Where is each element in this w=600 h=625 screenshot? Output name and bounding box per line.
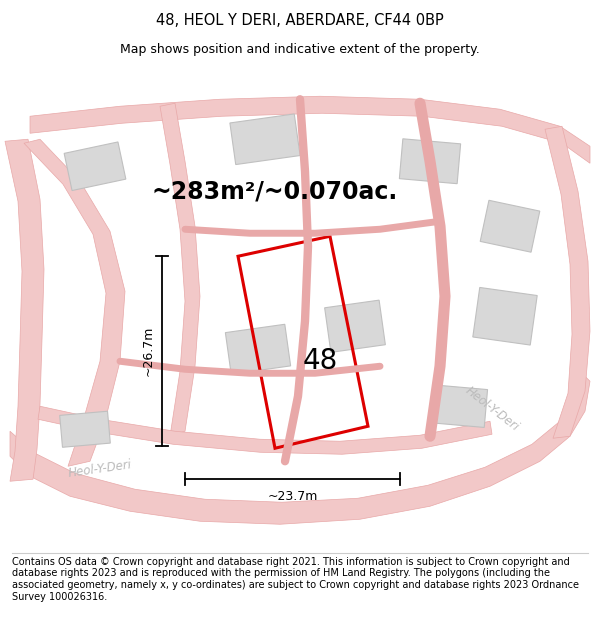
Polygon shape xyxy=(230,114,300,164)
Polygon shape xyxy=(226,324,290,374)
Text: ~23.7m: ~23.7m xyxy=(268,490,317,502)
Polygon shape xyxy=(473,288,537,345)
Polygon shape xyxy=(545,126,590,438)
Polygon shape xyxy=(24,139,125,466)
Polygon shape xyxy=(5,139,44,481)
Polygon shape xyxy=(160,103,200,436)
Polygon shape xyxy=(433,385,488,428)
Text: Heol-Y-Deri: Heol-Y-Deri xyxy=(67,458,133,480)
Polygon shape xyxy=(10,371,590,524)
Text: Contains OS data © Crown copyright and database right 2021. This information is : Contains OS data © Crown copyright and d… xyxy=(12,557,579,601)
Text: ~26.7m: ~26.7m xyxy=(142,326,155,376)
Text: ~283m²/~0.070ac.: ~283m²/~0.070ac. xyxy=(152,179,398,203)
Polygon shape xyxy=(400,139,461,184)
Polygon shape xyxy=(30,96,590,163)
Text: 48: 48 xyxy=(302,348,338,375)
Text: Heol-Y-Deri: Heol-Y-Deri xyxy=(463,384,521,434)
Text: Map shows position and indicative extent of the property.: Map shows position and indicative extent… xyxy=(120,42,480,56)
Polygon shape xyxy=(64,142,126,191)
Polygon shape xyxy=(480,200,540,252)
Polygon shape xyxy=(38,406,492,454)
Text: 48, HEOL Y DERI, ABERDARE, CF44 0BP: 48, HEOL Y DERI, ABERDARE, CF44 0BP xyxy=(156,13,444,28)
Polygon shape xyxy=(325,300,385,352)
Polygon shape xyxy=(59,411,110,447)
